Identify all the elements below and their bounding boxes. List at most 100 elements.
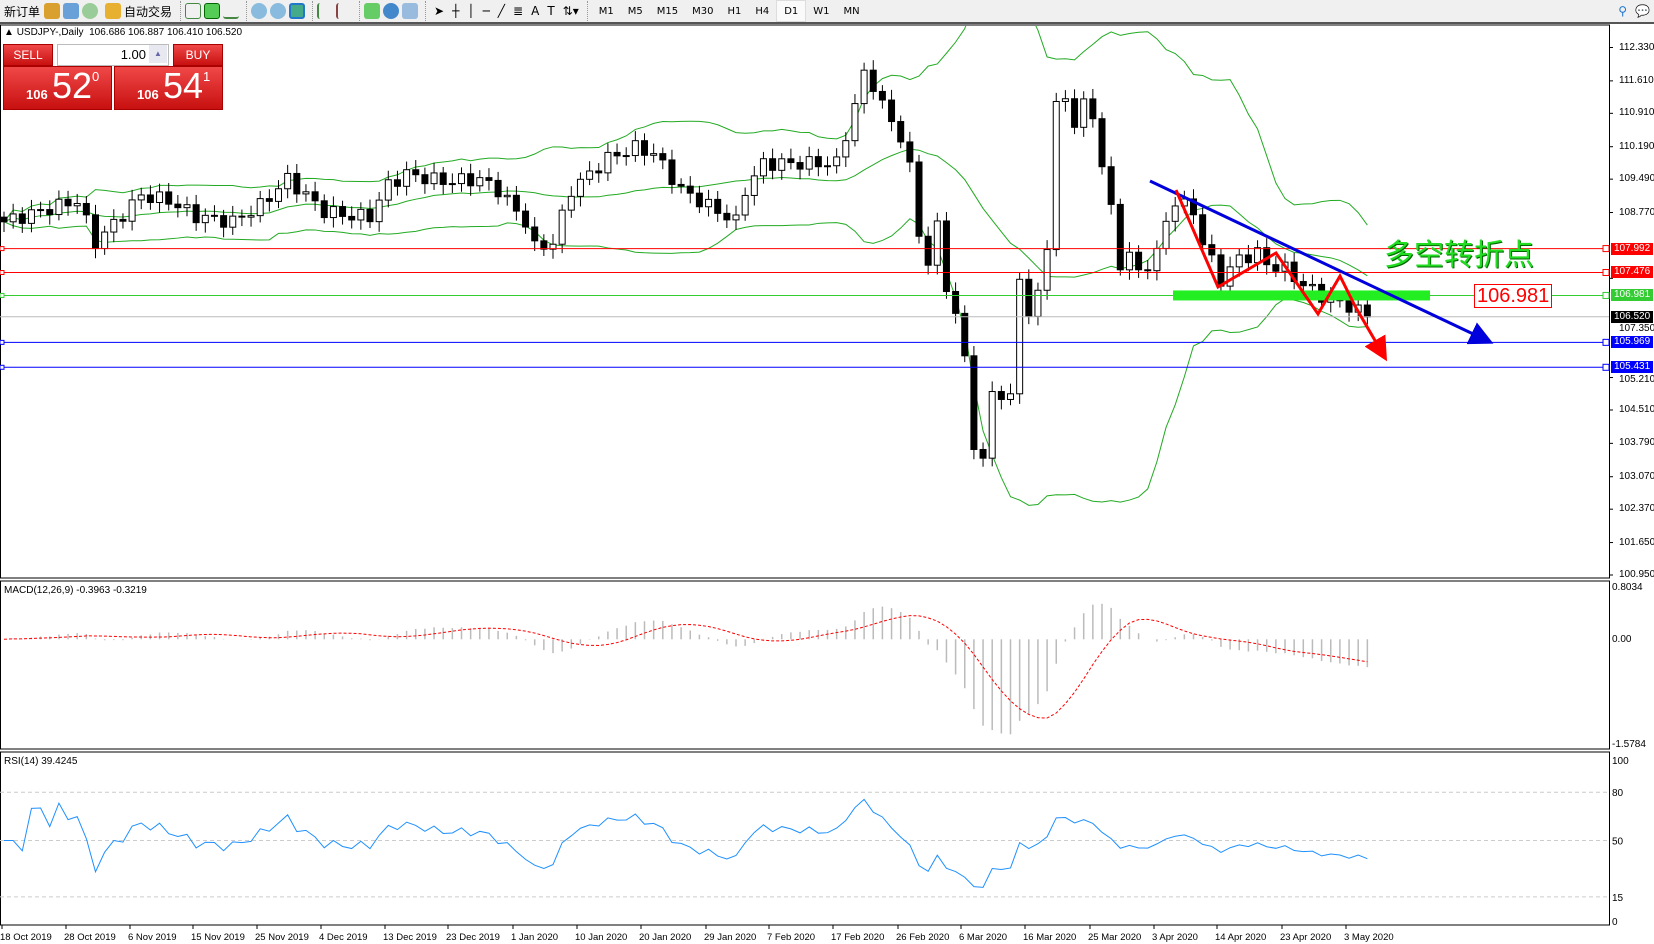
candle [778, 153, 786, 180]
ohlc-values: 106.686 106.887 106.410 106.520 [89, 27, 243, 38]
text-label-icon[interactable]: T [547, 4, 555, 18]
candle-body [1190, 198, 1197, 216]
templates-icon[interactable] [402, 3, 419, 19]
date-label: 14 Apr 2020 [1215, 932, 1266, 943]
candle-body [1162, 220, 1170, 249]
auto-trading-button[interactable]: 自动交易 [101, 0, 176, 22]
buy-price-button[interactable]: 106 54 1 [114, 65, 223, 110]
timeframe-mn[interactable]: MN [843, 5, 860, 17]
candle [165, 182, 173, 211]
new-order-button[interactable]: 新订单 [0, 0, 44, 22]
line-handle [1602, 338, 1610, 346]
candle-body [412, 169, 420, 176]
candle-body [824, 165, 831, 168]
sell-price-button[interactable]: 106 52 0 [3, 65, 112, 110]
line-chart-icon[interactable] [223, 3, 240, 19]
zigzag-arrow [1174, 189, 1388, 362]
candle-body [1089, 98, 1097, 120]
trendline-icon[interactable]: ╱ [497, 4, 506, 18]
rsi-line [4, 798, 1368, 888]
zoom-out-icon[interactable] [270, 3, 287, 19]
candle-body [1244, 254, 1252, 264]
candle [55, 190, 63, 221]
sell-button[interactable]: SELL [3, 44, 53, 66]
timeframe-m1[interactable]: M1 [598, 5, 614, 17]
signals-icon[interactable] [82, 3, 99, 19]
candle-body [558, 209, 566, 245]
periods-icon[interactable] [383, 3, 400, 19]
separator [312, 1, 314, 21]
timeframe-d1[interactable]: D1 [776, 0, 807, 22]
candle [1199, 207, 1207, 254]
candle [329, 196, 337, 228]
price-series [1, 26, 1371, 506]
candle-body [1061, 98, 1069, 102]
buy-button[interactable]: BUY [173, 44, 223, 66]
indicators-icon[interactable] [364, 3, 381, 19]
arrows-icon[interactable]: ⇅▾ [562, 4, 579, 18]
timeframe-w1[interactable]: W1 [813, 5, 830, 17]
date-label: 18 Oct 2019 [0, 932, 52, 943]
candle [833, 148, 841, 174]
timeframe-m30[interactable]: M30 [692, 5, 714, 17]
crosshair-icon[interactable]: ┼ [452, 4, 460, 18]
annotation-price-box[interactable]: 106.981 [1474, 284, 1553, 308]
candle [686, 176, 694, 204]
zoom-in-icon[interactable] [251, 3, 268, 19]
history-icon[interactable] [63, 3, 80, 19]
bollinger-lower [3, 218, 1368, 506]
line-handle [1602, 363, 1610, 371]
candle-body [73, 202, 81, 207]
candle [27, 199, 35, 233]
lot-increase-button[interactable]: ▲ [149, 45, 167, 63]
candle [458, 167, 465, 192]
text-icon[interactable]: A [531, 4, 540, 18]
candle [604, 143, 612, 182]
candle [933, 212, 941, 275]
annotation-text[interactable]: 多空转折点 [1384, 238, 1534, 273]
bar-chart-icon[interactable] [185, 3, 202, 19]
fibonacci-icon[interactable]: ≣ [513, 4, 524, 18]
candle [64, 190, 72, 216]
date-label: 23 Apr 2020 [1280, 932, 1331, 943]
tile-windows-icon[interactable] [289, 3, 306, 19]
timeframe-m5[interactable]: M5 [627, 5, 643, 17]
candle [128, 189, 136, 231]
lot-size-input[interactable]: 1.00 [57, 44, 169, 66]
experts-icon[interactable] [44, 3, 61, 19]
candle-body [787, 158, 795, 164]
timeframe-h4[interactable]: H4 [755, 5, 770, 17]
candlestick-icon[interactable] [204, 3, 221, 19]
price-tick-label: 101.650 [1619, 536, 1654, 548]
chart-shift-icon[interactable] [336, 3, 352, 19]
candle-body [1226, 266, 1234, 287]
candle-body [1125, 251, 1133, 271]
candle-body [119, 218, 127, 222]
candle [403, 161, 411, 196]
vertical-line-icon[interactable]: │ [467, 4, 475, 18]
candle [384, 170, 392, 208]
autoscroll-icon[interactable] [317, 3, 333, 19]
cursor-icon[interactable]: ➤ [434, 4, 445, 18]
candle [988, 381, 996, 467]
date-label: 15 Nov 2019 [191, 932, 245, 943]
candle [750, 166, 758, 206]
candle-body [265, 198, 273, 202]
candle-body [1025, 278, 1033, 317]
horizontal-line-icon[interactable]: ─ [482, 4, 490, 18]
candle-body [393, 179, 401, 187]
search-icon[interactable]: ⚲ [1618, 4, 1628, 18]
candle-body [970, 355, 978, 450]
candle-body [1272, 264, 1280, 272]
candle-body [156, 191, 164, 204]
price-tick-label: 108.770 [1619, 206, 1654, 218]
candle [1043, 240, 1051, 300]
candle-body [942, 220, 950, 292]
timeframe-h1[interactable]: H1 [727, 5, 742, 17]
timeframe-m15[interactable]: M15 [656, 5, 679, 17]
candle [622, 147, 630, 166]
price-tick-label: 112.330 [1619, 41, 1654, 53]
chat-icon[interactable]: 💬 [1635, 4, 1650, 18]
candle [339, 200, 347, 225]
